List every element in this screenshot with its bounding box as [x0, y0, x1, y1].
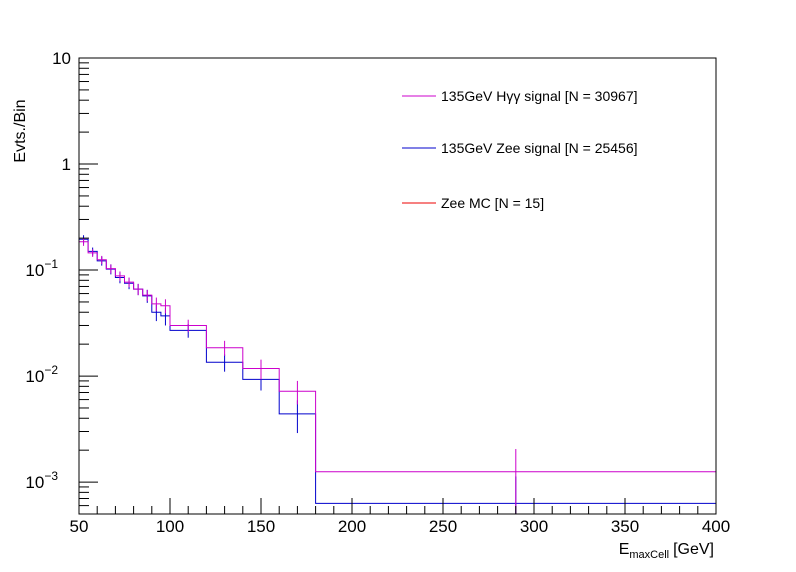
- legend-label: Zee MC [N = 15]: [441, 195, 544, 211]
- legend-label: 135GeV Zee signal [N = 25456]: [441, 140, 638, 156]
- legend-entry-2: Zee MC [N = 15]: [402, 195, 544, 211]
- x-tick-label: 300: [520, 517, 548, 536]
- y-tick-label: 10: [52, 49, 71, 68]
- y-tick-label-base: 10: [25, 367, 44, 386]
- x-tick-label: 150: [247, 517, 275, 536]
- y-tick-label: 10−3: [25, 469, 58, 492]
- y-tick-label: 10−1: [25, 257, 58, 280]
- y-tick-label-exponent: −3: [44, 469, 58, 483]
- legend-entry-1: 135GeV Zee signal [N = 25456]: [402, 140, 638, 156]
- x-axis-title: EmaxCell [GeV]: [619, 541, 714, 561]
- y-tick-label-exponent: −1: [44, 257, 58, 271]
- x-axis-title-subscript: maxCell: [629, 549, 669, 561]
- x-axis-title-unit: [GeV]: [673, 541, 714, 558]
- legend-entry-0: 135GeV Hγγ signal [N = 30967]: [402, 88, 638, 104]
- x-tick-label: 250: [429, 517, 457, 536]
- x-tick-label: 50: [70, 517, 89, 536]
- y-tick-label: 10−2: [25, 363, 58, 386]
- y-tick-label: 1: [62, 155, 71, 174]
- x-axis-title-base: E: [619, 541, 630, 558]
- y-tick-label-exponent: −2: [44, 363, 58, 377]
- x-tick-label: 350: [611, 517, 639, 536]
- y-tick-label-base: 1: [62, 155, 71, 174]
- y-tick-label-base: 10: [25, 473, 44, 492]
- x-tick-label: 400: [702, 517, 730, 536]
- legend-label: 135GeV Hγγ signal [N = 30967]: [441, 88, 638, 104]
- legend: 135GeV Hγγ signal [N = 30967] 135GeV Zee …: [402, 88, 638, 211]
- y-axis-title: Evts./Bin: [12, 99, 29, 162]
- x-tick-label: 200: [338, 517, 366, 536]
- y-tick-label-base: 10: [25, 261, 44, 280]
- series-0: [79, 237, 716, 514]
- y-tick-label-base: 10: [52, 49, 71, 68]
- x-tick-label: 100: [156, 517, 184, 536]
